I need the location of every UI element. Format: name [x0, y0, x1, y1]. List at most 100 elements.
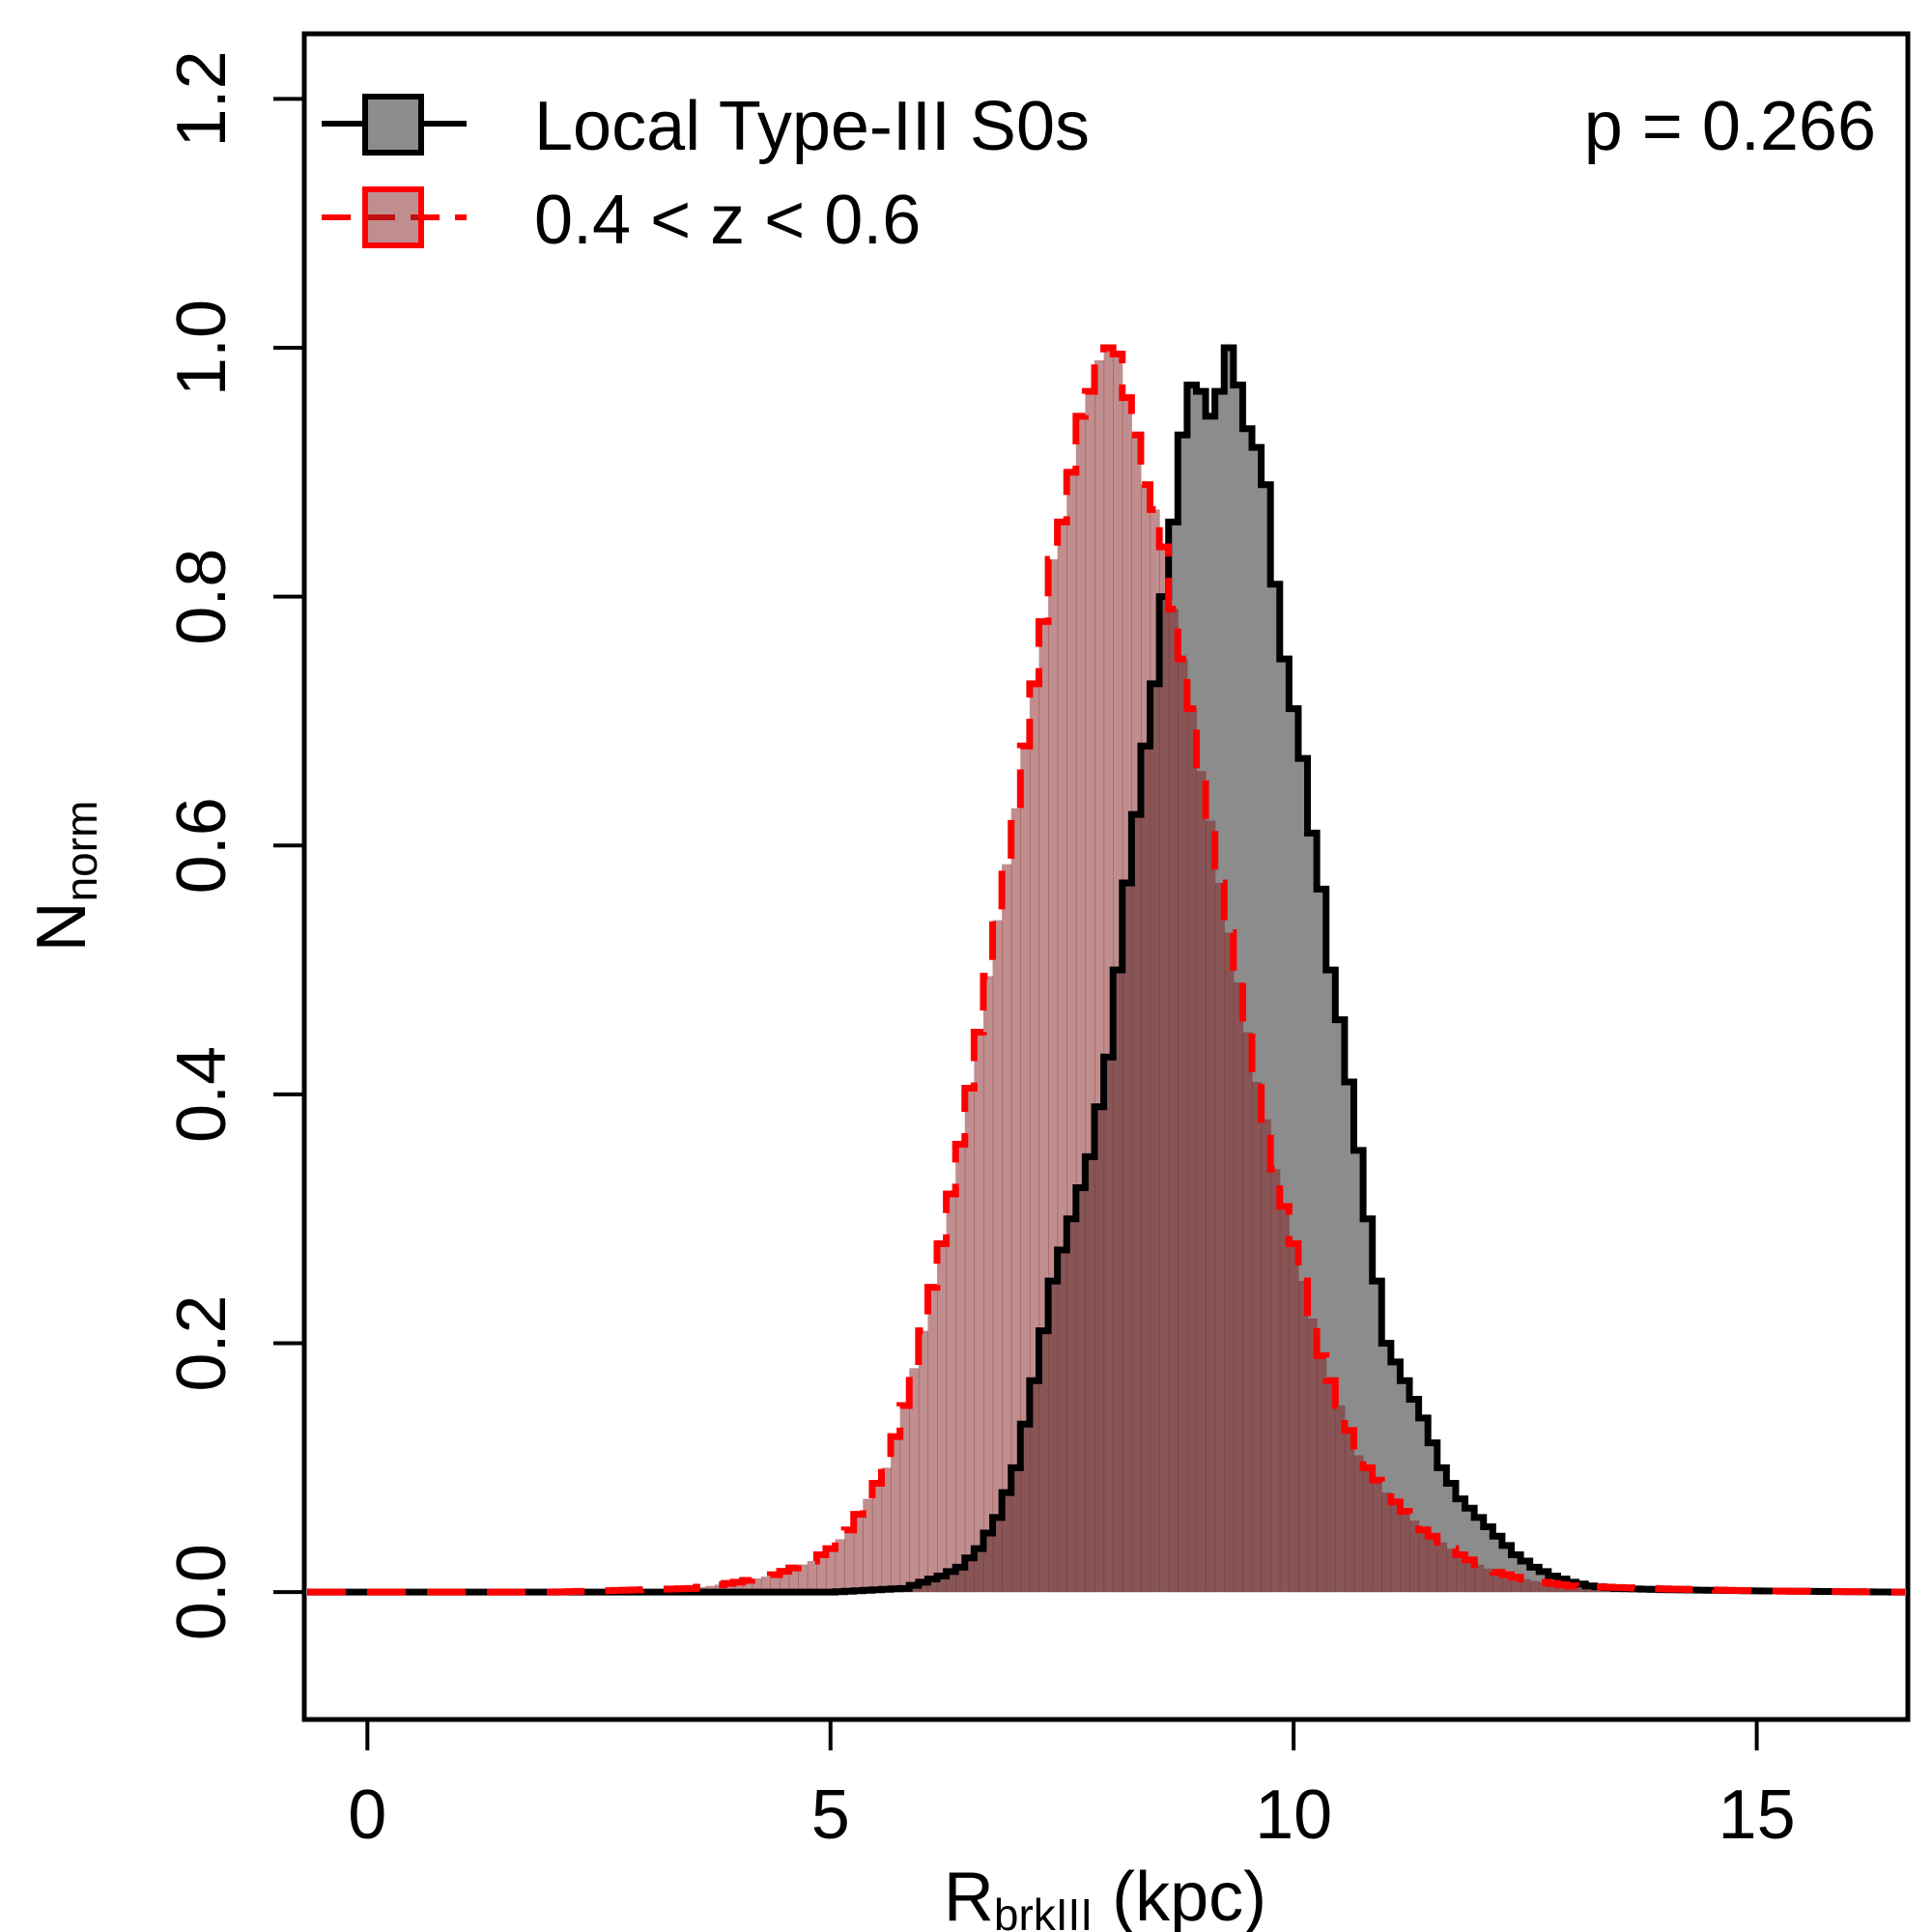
- series-0-bar-131: [1520, 1560, 1531, 1593]
- series-0-bar-103: [1261, 484, 1271, 1593]
- series-1-bar-133: [1539, 1581, 1549, 1593]
- series-1-bar-81: [1057, 522, 1067, 1593]
- series-0-bar-101: [1242, 428, 1253, 1593]
- series-1-bar-92: [1159, 547, 1170, 1593]
- x-tick-label-0: 0: [348, 1776, 386, 1854]
- series-1-bar-117: [1390, 1501, 1402, 1593]
- series-1-bar-91: [1150, 509, 1160, 1593]
- series-1-bar-68: [937, 1243, 948, 1593]
- histogram-outlines: [307, 344, 1905, 1596]
- series-1-bar-135: [1557, 1584, 1568, 1593]
- series-1-bar-130: [1511, 1577, 1521, 1593]
- series-0-bar-109: [1317, 889, 1327, 1593]
- series-1-bar-105: [1279, 1206, 1290, 1593]
- series-1-bar-126: [1474, 1564, 1485, 1593]
- series-1-bar-88: [1122, 397, 1132, 1593]
- series-0-bar-117: [1390, 1361, 1402, 1593]
- legend-label-z: 0.4 < z < 0.6: [534, 182, 921, 259]
- y-tick-label-1: 0.2: [163, 1295, 241, 1392]
- plot-frame: [301, 31, 1911, 1722]
- series-1-bar-59: [853, 1514, 864, 1593]
- x-tick-label-1: 5: [811, 1776, 850, 1854]
- series-1-bar-78: [1029, 683, 1040, 1593]
- series-0-bar-105: [1279, 659, 1290, 1593]
- series-1-bar-47: [742, 1579, 753, 1593]
- series-1-bar-93: [1168, 609, 1179, 1593]
- series-0-bar-102: [1252, 447, 1263, 1593]
- series-1-bar-64: [899, 1405, 910, 1593]
- series-1-bar-82: [1066, 471, 1077, 1593]
- series-0-bar-104: [1270, 583, 1281, 1593]
- series-0-bar-111: [1335, 1019, 1346, 1593]
- series-1-bar-72: [974, 1032, 984, 1593]
- series-1-bar-123: [1446, 1548, 1457, 1593]
- series-1-bar-113: [1353, 1455, 1364, 1593]
- series-1-bar-83: [1075, 415, 1087, 1593]
- series-0-bar-106: [1289, 708, 1299, 1593]
- series-0-bar-115: [1372, 1281, 1382, 1593]
- series-1-bar-134: [1548, 1583, 1559, 1593]
- series-0-bar-119: [1409, 1399, 1420, 1593]
- series-1-bar-121: [1428, 1536, 1438, 1593]
- series-1-bar-77: [1020, 746, 1031, 1593]
- series-1-bar-132: [1529, 1580, 1540, 1593]
- series-0-bar-123: [1446, 1483, 1457, 1593]
- series-1-bar-45: [724, 1583, 734, 1593]
- series-1-bar-110: [1325, 1380, 1336, 1593]
- series-1-bar-100: [1233, 981, 1244, 1593]
- series-1-bar-119: [1409, 1520, 1420, 1593]
- series-1-bar-114: [1363, 1467, 1374, 1593]
- series-1-bar-73: [982, 976, 994, 1593]
- series-1-bar-53: [798, 1564, 809, 1593]
- series-1-bar-116: [1381, 1492, 1392, 1593]
- series-0-bar-129: [1501, 1545, 1513, 1593]
- series-1-bar-46: [733, 1581, 744, 1593]
- series-1-outline: [307, 344, 1905, 1596]
- series-0-bar-128: [1492, 1536, 1503, 1593]
- series-1-bar-89: [1131, 435, 1142, 1593]
- series-1-bar-131: [1520, 1578, 1531, 1593]
- x-tick-label-2: 10: [1255, 1776, 1332, 1854]
- series-1-bar-109: [1317, 1355, 1327, 1593]
- series-0-bar-108: [1307, 833, 1318, 1593]
- series-0-bar-127: [1483, 1526, 1493, 1593]
- series-0-bar-107: [1297, 758, 1309, 1593]
- series-0-bar-118: [1400, 1380, 1410, 1593]
- y-tick-label-2: 0.4: [163, 1046, 241, 1143]
- series-1-bar-63: [891, 1436, 901, 1593]
- series-0-bar-126: [1474, 1517, 1485, 1593]
- series-1-bar-49: [760, 1577, 772, 1593]
- series-1-bar-137: [1576, 1586, 1586, 1593]
- series-1-bar-118: [1400, 1511, 1410, 1593]
- series-1-bar-55: [816, 1554, 827, 1593]
- series-1-bar-86: [1103, 348, 1114, 1593]
- series-1-bar-58: [844, 1529, 855, 1593]
- series-1-bar-112: [1344, 1430, 1355, 1593]
- series-1-bar-65: [909, 1368, 920, 1593]
- series-1-bar-80: [1048, 559, 1059, 1593]
- series-1-bar-70: [955, 1144, 966, 1593]
- y-tick-label-4: 0.8: [163, 549, 241, 645]
- series-1-bar-56: [825, 1548, 837, 1593]
- series-0-bar-130: [1511, 1554, 1521, 1593]
- series-0-bar-114: [1363, 1218, 1374, 1593]
- series-1-bar-138: [1585, 1586, 1596, 1593]
- series-1-bar-97: [1206, 820, 1216, 1593]
- series-0-bar-125: [1464, 1508, 1475, 1593]
- series-1-bar-108: [1307, 1318, 1318, 1593]
- series-1-bar-60: [863, 1498, 873, 1593]
- legend-label-local: Local Type-III S0s: [534, 88, 1090, 165]
- series-0-bar-120: [1418, 1417, 1429, 1593]
- series-1-bar-44: [714, 1584, 725, 1593]
- x-tick-label-3: 15: [1719, 1776, 1796, 1854]
- series-1-bar-98: [1214, 882, 1225, 1593]
- series-1-bar-103: [1261, 1119, 1271, 1593]
- series-1-bar-96: [1196, 771, 1207, 1593]
- legend-swatch-local: [362, 94, 424, 156]
- series-1-bar-127: [1483, 1568, 1493, 1593]
- series-1-bar-94: [1178, 659, 1188, 1593]
- series-1-bar-51: [780, 1571, 790, 1593]
- series-1-bar-99: [1224, 932, 1235, 1593]
- series-1-bar-106: [1289, 1243, 1299, 1593]
